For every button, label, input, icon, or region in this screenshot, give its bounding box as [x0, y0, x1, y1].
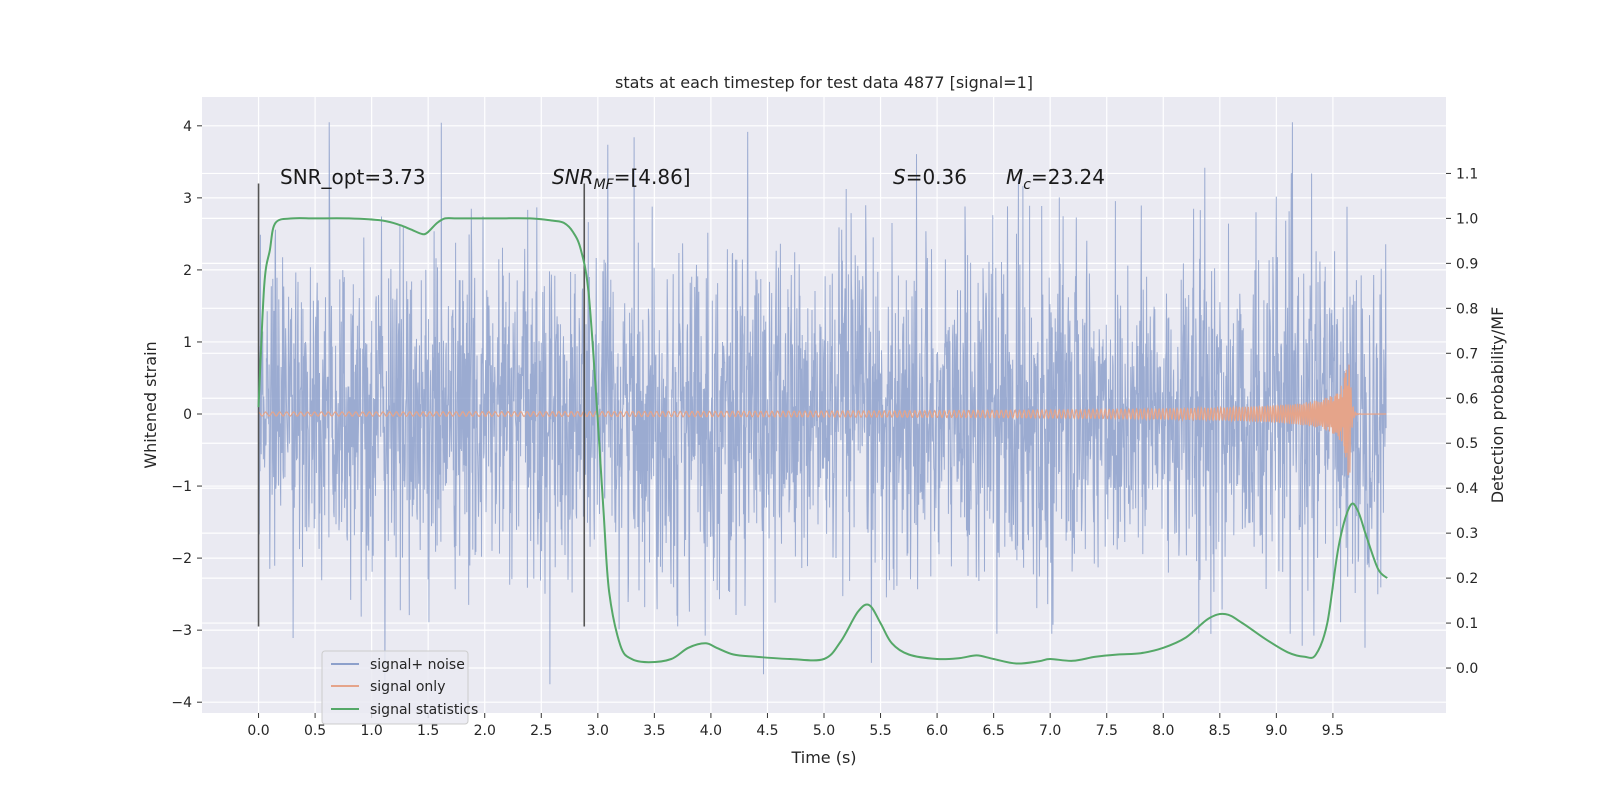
x-tick-label: 7.5 — [1096, 723, 1118, 739]
x-tick-label: 9.0 — [1265, 723, 1287, 739]
noise-trace — [258, 122, 1387, 685]
y-right-tick-label: 0.5 — [1456, 436, 1478, 452]
x-tick-label: 2.0 — [474, 723, 496, 739]
y-tick-label: 2 — [183, 263, 192, 279]
legend-label-stat: signal statistics — [370, 702, 478, 718]
y-tick-label: 3 — [183, 191, 192, 207]
y-tick-label: 4 — [183, 119, 192, 135]
signal-noise-series — [258, 122, 1387, 685]
x-tick-label: 3.5 — [643, 723, 665, 739]
x-tick-label: 8.5 — [1209, 723, 1231, 739]
x-tick-label: 8.0 — [1152, 723, 1174, 739]
y-right-tick-label: 0.9 — [1456, 256, 1478, 272]
legend-label-noise: signal+ noise — [370, 657, 465, 673]
y-tick-label: −2 — [171, 551, 192, 567]
y-tick-label: 1 — [183, 335, 192, 351]
legend: signal+ noise signal only signal statist… — [321, 650, 478, 725]
y-axis-right-label: Detection probability/MF — [1488, 307, 1507, 504]
legend-label-signal: signal only — [370, 679, 445, 695]
annotation-mc-subscript: c — [1023, 177, 1031, 193]
chart-title: stats at each timestep for test data 487… — [615, 73, 1033, 92]
x-tick-label: 5.5 — [869, 723, 891, 739]
x-tick-label: 9.5 — [1322, 723, 1344, 739]
y-right-tick-label: 0.6 — [1456, 391, 1478, 407]
x-tick-label: 6.0 — [926, 723, 948, 739]
y-right-tick-label: 0.4 — [1456, 481, 1478, 497]
x-tick-label: 3.0 — [587, 723, 609, 739]
signal-statistics-series — [257, 217, 1388, 665]
annotation-snr-mf-subscript: MF — [594, 177, 615, 193]
y-tick-label: −4 — [171, 695, 192, 711]
annotation-mc-symbol: M — [1006, 165, 1023, 189]
y-right-tick-label: 0.2 — [1456, 571, 1478, 587]
annotation-mc: Mc=23.24 — [1006, 165, 1105, 193]
y-right-tick-label: 0.3 — [1456, 526, 1478, 542]
x-tick-label: 0.5 — [304, 723, 326, 739]
y-tick-label: −1 — [171, 479, 192, 495]
annotation-s: S=0.36 — [893, 165, 967, 189]
y-right-tick-label: 0.1 — [1456, 616, 1478, 632]
annotation-s-value: =0.36 — [906, 165, 967, 189]
x-tick-label: 7.0 — [1039, 723, 1061, 739]
y-right-tick-label: 1.0 — [1456, 211, 1478, 227]
x-tick-label: 6.5 — [983, 723, 1005, 739]
x-tick-label: 1.5 — [417, 723, 439, 739]
x-tick-label: 0.0 — [247, 723, 269, 739]
y-right-tick-label: 0.8 — [1456, 301, 1478, 317]
y-right-tick-label: 0.0 — [1456, 661, 1478, 677]
x-tick-label: 4.5 — [756, 723, 778, 739]
y-right-tick-label: 1.1 — [1456, 166, 1478, 182]
y-tick-label: −3 — [171, 623, 192, 639]
axis-ticks: 0.0 0.5 1.0 1.5 2.0 2.5 3.0 3.5 4.0 4.5 5.0 5.5 6.0 6… — [171, 119, 1478, 739]
annotation-snr-opt: SNR_opt=3.73 — [280, 165, 426, 189]
signal-only-series — [258, 364, 1387, 476]
x-tick-label: 5.0 — [813, 723, 835, 739]
signal-trace — [258, 364, 1387, 476]
y-axis-label: Whitened strain — [141, 341, 160, 468]
x-tick-label: 1.0 — [361, 723, 383, 739]
y-right-tick-label: 0.7 — [1456, 346, 1478, 362]
x-tick-label: 2.5 — [530, 723, 552, 739]
statistics-trace — [257, 217, 1388, 665]
x-axis-label: Time (s) — [790, 748, 856, 767]
annotation-snr-mf-value: =[4.86] — [614, 165, 691, 189]
annotation-snr-mf-symbol: SNR — [552, 165, 594, 189]
legend-box — [321, 650, 469, 725]
annotation-s-symbol: S — [893, 165, 906, 189]
y-tick-label: 0 — [183, 407, 192, 423]
annotation-mc-value: =23.24 — [1031, 165, 1105, 189]
annotation-snr-mf: SNRMF=[4.86] — [552, 165, 691, 193]
x-tick-label: 4.0 — [700, 723, 722, 739]
